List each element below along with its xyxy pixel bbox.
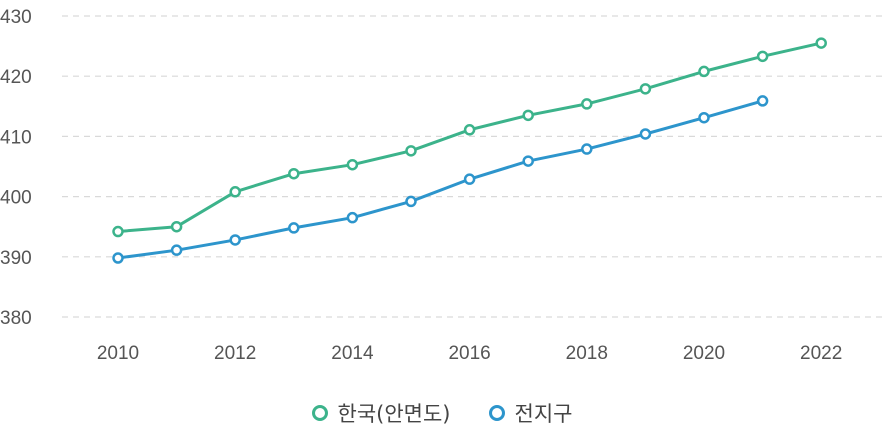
series-line — [117, 41, 822, 234]
data-point[interactable] — [463, 173, 476, 185]
data-point[interactable] — [756, 95, 769, 107]
series-1 — [112, 95, 769, 264]
legend-label-korea: 한국(안면도) — [337, 402, 451, 426]
data-point[interactable] — [170, 220, 183, 233]
data-point[interactable] — [463, 124, 476, 136]
data-point[interactable] — [405, 195, 417, 208]
legend-marker-global — [488, 405, 505, 421]
legend: 한국(안면도) 전지구 — [0, 398, 884, 428]
y-tick-label: 430 — [0, 7, 32, 28]
legend-item-korea[interactable]: 한국(안면도) — [311, 398, 451, 428]
data-point[interactable] — [405, 145, 417, 157]
x-tick-label: 2012 — [214, 343, 256, 364]
data-point[interactable] — [581, 143, 593, 155]
series-0 — [112, 37, 827, 238]
data-point[interactable] — [229, 234, 241, 246]
y-axis-ticks: 380 390 400 410 420 430 — [0, 7, 32, 329]
data-point[interactable] — [346, 211, 359, 224]
data-point[interactable] — [698, 65, 710, 78]
y-tick-label: 390 — [0, 248, 32, 269]
data-point[interactable] — [170, 244, 183, 256]
data-point[interactable] — [229, 186, 241, 198]
series-layer — [112, 37, 827, 264]
data-point[interactable] — [112, 225, 124, 238]
x-tick-label: 2022 — [800, 343, 842, 364]
data-point[interactable] — [346, 158, 359, 171]
y-tick-label: 400 — [0, 188, 32, 209]
legend-label-global: 전지구 — [514, 402, 573, 426]
data-point[interactable] — [756, 50, 769, 63]
data-point[interactable] — [522, 109, 534, 122]
legend-item-global[interactable]: 전지구 — [488, 398, 573, 428]
x-tick-label: 2010 — [97, 343, 139, 364]
x-tick-label: 2014 — [331, 343, 374, 364]
y-tick-label: 420 — [0, 67, 32, 88]
legend-marker-korea — [311, 405, 328, 421]
data-point[interactable] — [112, 252, 124, 264]
y-tick-label: 380 — [0, 308, 32, 329]
data-point[interactable] — [639, 83, 652, 95]
data-point[interactable] — [288, 167, 300, 180]
data-point[interactable] — [288, 222, 300, 234]
x-tick-label: 2018 — [566, 343, 608, 364]
series-line — [117, 99, 764, 260]
data-point[interactable] — [698, 111, 710, 124]
x-axis-ticks: 2010 2012 2014 2016 2018 2020 2022 — [97, 343, 842, 364]
x-tick-label: 2016 — [448, 343, 490, 364]
x-tick-label: 2020 — [683, 343, 725, 364]
gridlines — [62, 15, 884, 318]
y-tick-label: 410 — [0, 127, 32, 148]
data-point[interactable] — [815, 37, 827, 49]
data-point[interactable] — [581, 98, 593, 110]
data-point[interactable] — [639, 128, 652, 140]
data-point[interactable] — [522, 155, 534, 167]
